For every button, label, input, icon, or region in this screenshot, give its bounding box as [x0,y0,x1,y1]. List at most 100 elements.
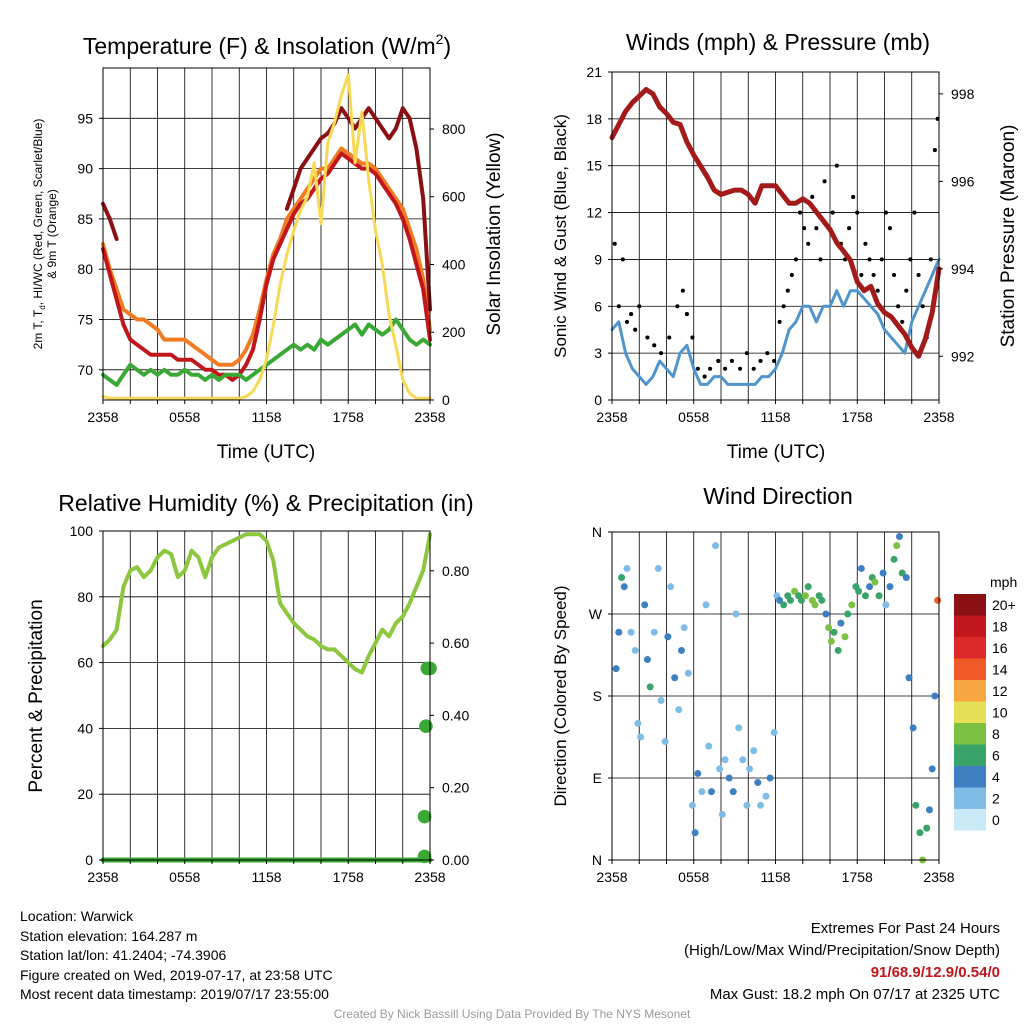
max-gust: Max Gust: 18.2 mph On 07/17 at 2325 UTC [709,986,1000,1003]
extremes-title: Extremes For Past 24 Hours [810,920,1000,937]
direction-point [631,646,639,654]
x-tick-label: 0558 [169,409,200,425]
direction-point [791,587,799,595]
legend-label: 2 [992,791,1000,807]
x-tick-label: 2358 [923,869,954,885]
direction-point [866,583,874,591]
winds-panel: Winds (mph) & Pressure (mb) 2358 0558 1158… [551,29,1019,463]
temperature-ylabel-line2: & 9m T (Orange) [45,189,59,279]
series-point [616,304,621,309]
pressure-ylabel: Station Pressure (Maroon) [998,125,1019,348]
direction-point [750,747,758,755]
legend-label: 6 [992,748,1000,764]
legend-label: 4 [992,769,1000,785]
direction-point [634,719,642,727]
y-right-tick-label: 0 [442,392,450,408]
y-right-tick-label: 600 [442,189,466,205]
direction-point [664,633,672,641]
series-point [744,351,749,356]
temperature-ylabel: 2m T, Td, HI/WC (Red, Green, Scarlet/Blu… [31,119,47,350]
series-line-3 [101,317,432,387]
legend-swatch [954,594,986,616]
series-point [690,335,695,340]
direction-point [618,574,626,582]
direction-point [677,646,685,654]
y-tick-label: 6 [594,298,602,314]
direction-point [735,724,743,732]
y-right-tick-label: 0.40 [442,707,469,723]
direction-point [797,596,805,604]
direction-point [811,601,819,609]
series-point [785,288,790,293]
direction-point [657,697,665,705]
station-elevation: Station elevation: 164.287 m [20,927,198,944]
legend-swatch [954,701,986,723]
direction-point [875,592,883,600]
direction-point [801,592,809,600]
legend-swatch [954,744,986,766]
direction-point [766,774,774,782]
series-point [675,304,680,309]
series-point [789,272,794,278]
legend-swatch [954,680,986,702]
legend-label: 20+ [992,597,1016,613]
series-point [419,719,433,734]
x-tick-label: 0558 [678,409,709,425]
y-tick-label: 40 [77,720,93,736]
direction-point [804,583,812,591]
series-point [684,312,689,317]
series-point [624,319,630,324]
series-point [417,849,432,864]
y-tick-label: 18 [586,111,602,127]
direction-point [688,801,696,809]
direction-panel: Wind Direction 2358 0558 1158 1758 2358NESWN… [551,483,1017,885]
series-point [702,374,707,379]
series-point [708,366,713,371]
direction-point [637,733,645,741]
series-point [814,226,819,231]
direction-point [615,628,623,636]
most-recent-timestamp: Most recent data timestamp: 2019/07/17 2… [20,986,329,1002]
series-line-4 [101,73,432,400]
direction-point [627,628,635,636]
y-tick-label: 9 [594,251,602,267]
legend-swatch [954,766,986,788]
legend-label: 10 [992,705,1008,721]
series-line-2 [609,87,942,359]
legend-swatch [954,637,986,659]
y-tick-label: 85 [77,211,93,227]
direction-point [827,637,835,645]
direction-point [886,583,894,591]
y-tick-label: W [589,606,603,622]
extremes-box: Extremes For Past 24 Hours (High/Low/Max… [684,918,1000,1006]
legend-swatch [954,723,986,745]
series-line-1 [101,151,432,382]
x-tick-label: 1758 [842,409,873,425]
y-tick-label: 0 [85,852,93,868]
direction-point [830,628,838,636]
direction-point [855,587,863,595]
series-point [738,366,743,371]
series-line-2 [101,106,432,312]
direction-point [743,801,751,809]
credit-line: Created By Nick Bassill Using Data Provi… [333,1007,691,1021]
direction-point [923,824,931,832]
series-point [797,210,803,215]
series-point [900,319,905,324]
extremes-subtitle: (High/Low/Max Wind/Precipitation/Snow De… [684,942,1000,959]
y-tick-label: 15 [586,158,602,174]
y-tick-label: 0 [594,392,602,408]
direction-point [623,564,631,572]
series-point [420,661,435,676]
direction-point [661,738,669,746]
direction-point [667,583,675,591]
direction-point [786,596,794,604]
series-point [875,288,880,293]
series-point [867,257,872,262]
series-point [781,304,786,309]
series-point [855,210,860,215]
series-point [851,194,856,200]
series-point [883,210,888,215]
speed-legend-title: mph [990,574,1017,590]
direction-point [848,601,856,609]
